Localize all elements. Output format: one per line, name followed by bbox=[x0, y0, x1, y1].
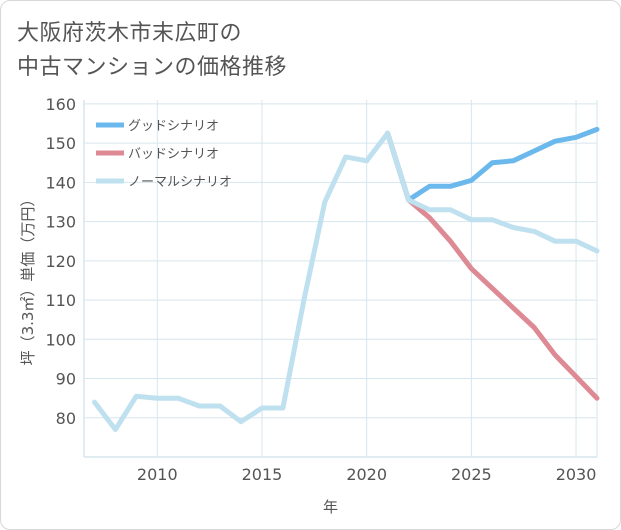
x-tick-label: 2030 bbox=[556, 465, 597, 484]
x-tick-label: 2025 bbox=[451, 465, 492, 484]
y-tick-label: 160 bbox=[45, 95, 76, 114]
x-tick-label: 2015 bbox=[242, 465, 283, 484]
y-tick-label: 80 bbox=[56, 409, 76, 428]
y-tick-label: 130 bbox=[45, 213, 76, 232]
series-line-bad bbox=[385, 130, 600, 401]
series-line-normal bbox=[92, 130, 600, 432]
chart-title-line-2: 中古マンションの価格推移 bbox=[17, 55, 288, 80]
series-lines bbox=[92, 126, 600, 432]
y-tick-label: 90 bbox=[56, 370, 76, 389]
chart-title-line-1: 大阪府茨木市末広町の bbox=[17, 21, 243, 46]
legend-label-bad: バッドシナリオ bbox=[128, 147, 219, 162]
series-line-good bbox=[385, 126, 600, 203]
y-tick-label: 150 bbox=[45, 134, 76, 153]
legend-label-normal: ノーマルシナリオ bbox=[128, 175, 232, 190]
y-tick-label: 110 bbox=[45, 291, 76, 310]
legend-label-good: グッドシナリオ bbox=[128, 119, 219, 134]
chart-title: 大阪府茨木市末広町の 中古マンションの価格推移 bbox=[17, 17, 287, 85]
y-tick-label: 100 bbox=[45, 330, 76, 349]
y-tick-label: 120 bbox=[45, 252, 76, 271]
x-tick-label: 2020 bbox=[346, 465, 387, 484]
tick-labels: 80 90 100 110 120 130 140 150 160 2010 2015 2020 202… bbox=[45, 95, 596, 484]
x-axis-label: 年 bbox=[323, 498, 338, 516]
y-axis-label: 坪（3.3㎡）単価（万円） bbox=[19, 192, 37, 366]
y-tick-label: 140 bbox=[45, 173, 76, 192]
x-tick-label: 2010 bbox=[137, 465, 178, 484]
